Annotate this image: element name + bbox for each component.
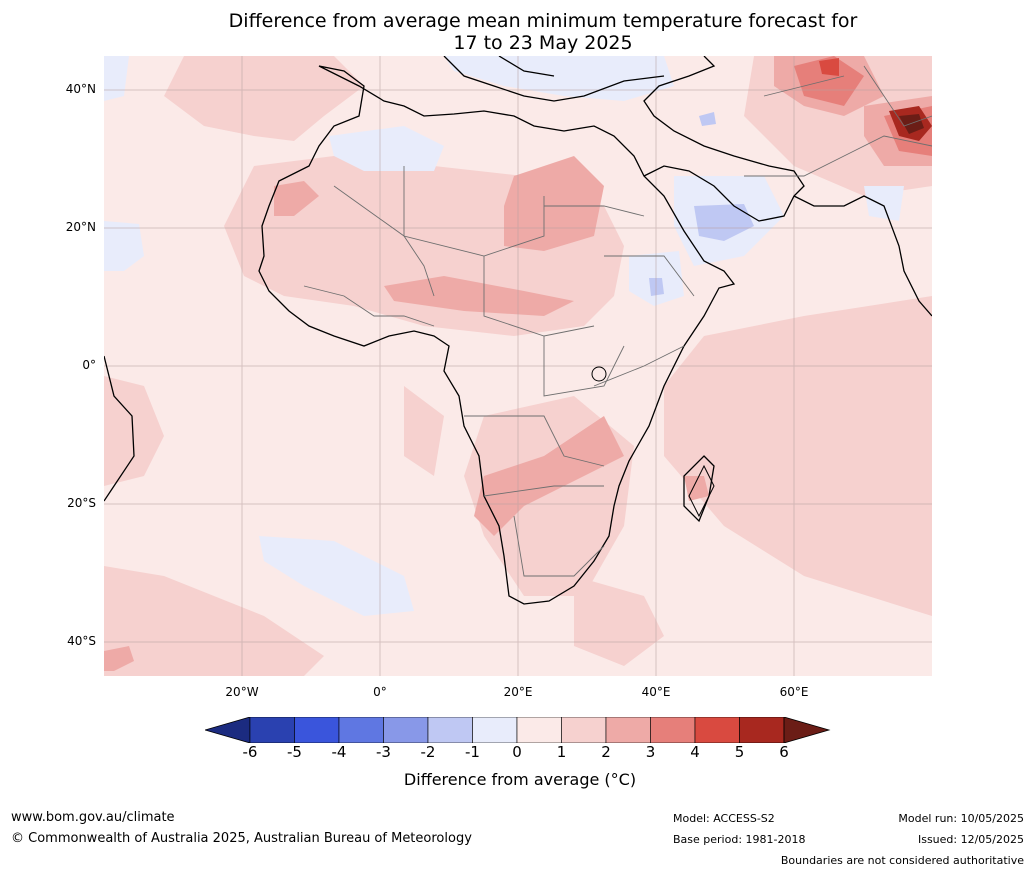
colorbar-tick-label: 0 xyxy=(512,743,522,761)
title-line-2: 17 to 23 May 2025 xyxy=(453,32,633,54)
colorbar-segment xyxy=(694,717,740,743)
colorbar-tick-label: -4 xyxy=(331,743,347,761)
lon-label-40e: 40°E xyxy=(641,685,671,699)
colorbar-segment xyxy=(561,717,607,743)
colorbar-tick-label: 5 xyxy=(734,743,745,761)
colorbar-segment xyxy=(605,717,651,743)
colorbar-tick-label: -1 xyxy=(465,743,480,761)
colorbar-segment xyxy=(294,717,340,743)
colorbar-segment xyxy=(472,717,518,743)
colorbar-tick-label: -6 xyxy=(242,743,258,761)
footer-issued: Issued: 12/05/2025 xyxy=(917,833,1024,846)
lake-victoria-outline xyxy=(591,366,607,382)
colorbar-tick-label: -5 xyxy=(287,743,302,761)
colorbar-tick-label: -2 xyxy=(420,743,436,761)
lat-label-0: 0° xyxy=(82,358,96,372)
colorbar-segment xyxy=(739,717,785,743)
country-borders xyxy=(303,65,932,577)
colorbar-extend-high xyxy=(783,717,831,743)
colorbar-segment xyxy=(338,717,384,743)
colorbar-segment xyxy=(516,717,562,743)
colorbar-segment xyxy=(383,717,429,743)
footer-copyright: © Commonwealth of Australia 2025, Austra… xyxy=(11,831,472,846)
colorbar-label: Difference from average (°C) xyxy=(403,770,637,789)
lat-label-40s: 40°S xyxy=(67,634,96,648)
colorbar-tick-label: 6 xyxy=(779,743,789,761)
lon-label-60e: 60°E xyxy=(779,685,809,699)
islands xyxy=(591,366,715,518)
lat-label-20s: 20°S xyxy=(67,496,96,510)
madagascar-outline xyxy=(688,464,715,518)
colorbar-segment xyxy=(650,717,696,743)
colorbar-tick-label: 2 xyxy=(601,743,611,761)
colorbar-segment xyxy=(427,717,473,743)
anomaly-minus-1-to-minus-2-regions xyxy=(649,112,754,296)
colorbar-tick-label: 1 xyxy=(556,743,567,761)
colorbar-tick-label: 3 xyxy=(645,743,656,761)
footer-model: Model: ACCESS-S2 xyxy=(673,812,775,825)
map-canvas xyxy=(104,56,932,676)
colorbar-segment xyxy=(249,717,295,743)
colorbar xyxy=(205,717,831,743)
map-panel xyxy=(104,56,932,676)
footer-model-run: Model run: 10/05/2025 xyxy=(898,812,1024,825)
map-title: Difference from average mean minimum tem… xyxy=(0,10,1035,54)
lon-label-20w: 20°W xyxy=(225,685,259,699)
lon-label-0: 0° xyxy=(373,685,387,699)
footer-base-period: Base period: 1981-2018 xyxy=(673,833,806,846)
footer-disclaimer: Boundaries are not considered authoritat… xyxy=(780,854,1024,867)
colorbar-tick-label: -3 xyxy=(376,743,391,761)
lat-label-40n: 40°N xyxy=(65,82,96,96)
colorbar-extend-low xyxy=(205,717,251,743)
colorbar-tick-label: 4 xyxy=(690,743,700,761)
footer-website[interactable]: www.bom.gov.au/climate xyxy=(11,810,175,825)
title-line-1: Difference from average mean minimum tem… xyxy=(228,10,858,32)
lat-label-20n: 20°N xyxy=(65,220,96,234)
lon-label-20e: 20°E xyxy=(503,685,533,699)
graticule xyxy=(104,56,932,676)
coastlines xyxy=(104,56,932,605)
